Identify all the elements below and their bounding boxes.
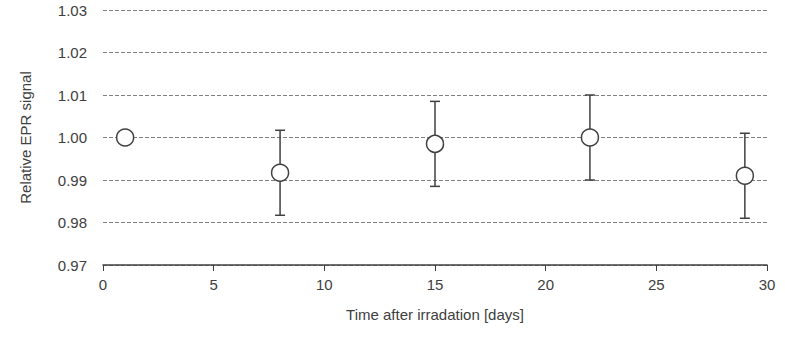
svg-text:0.99: 0.99	[58, 172, 87, 189]
svg-text:1.00: 1.00	[58, 129, 87, 146]
svg-text:Time after irradation [days]: Time after irradation [days]	[346, 306, 524, 323]
svg-text:25: 25	[648, 276, 665, 293]
svg-text:0.98: 0.98	[58, 214, 87, 231]
svg-text:20: 20	[537, 276, 554, 293]
svg-text:1.01: 1.01	[58, 87, 87, 104]
svg-text:0.97: 0.97	[58, 257, 87, 274]
svg-text:5: 5	[209, 276, 217, 293]
svg-text:1.02: 1.02	[58, 44, 87, 61]
svg-text:10: 10	[316, 276, 333, 293]
svg-text:30: 30	[759, 276, 776, 293]
svg-text:0: 0	[99, 276, 107, 293]
svg-text:Relative EPR signal: Relative EPR signal	[17, 71, 34, 204]
svg-text:15: 15	[427, 276, 444, 293]
svg-text:1.03: 1.03	[58, 2, 87, 19]
